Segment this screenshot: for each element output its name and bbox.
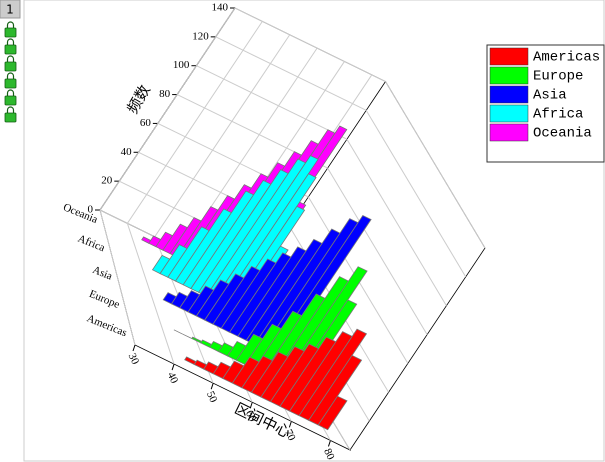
grid-line bbox=[346, 138, 447, 306]
x-tick bbox=[171, 363, 175, 371]
x-tick bbox=[288, 421, 292, 428]
x-tick-label: 80 bbox=[321, 447, 337, 462]
legend-swatch bbox=[489, 66, 529, 85]
y-tick-label: 20 bbox=[101, 175, 113, 187]
grid-line bbox=[385, 81, 486, 249]
legend-label: Africa bbox=[533, 107, 583, 123]
grid-line bbox=[126, 223, 175, 365]
toolbar: 1 bbox=[0, 0, 21, 123]
legend-label: Oceania bbox=[533, 126, 592, 142]
bar bbox=[317, 395, 348, 431]
grid-line bbox=[126, 21, 263, 224]
y-tick-label: 40 bbox=[121, 146, 133, 158]
legend-label: Asia bbox=[533, 88, 567, 104]
grid-line bbox=[99, 7, 236, 211]
grid-line bbox=[196, 65, 348, 140]
legend-swatch bbox=[489, 85, 529, 104]
x-tick-label: 70 bbox=[282, 428, 298, 443]
legend-swatch bbox=[489, 104, 529, 123]
grid-line bbox=[99, 209, 136, 346]
legend-swatch bbox=[489, 123, 529, 142]
bar bbox=[298, 328, 368, 421]
x-tick-label: 60 bbox=[243, 409, 259, 424]
lock-icon[interactable] bbox=[4, 61, 17, 72]
y-tick-label: 140 bbox=[212, 2, 229, 14]
lock-icon[interactable] bbox=[4, 44, 17, 55]
grid-line bbox=[327, 167, 428, 335]
layer-label: 1 bbox=[6, 3, 14, 17]
y-tick-label: 60 bbox=[140, 117, 152, 129]
grid-line bbox=[365, 110, 467, 278]
layer-box[interactable] bbox=[0, 0, 21, 19]
y-tick-label: 0 bbox=[88, 204, 94, 216]
x-tick bbox=[210, 383, 214, 390]
x-tick-label: 40 bbox=[165, 370, 181, 385]
lock-icon[interactable] bbox=[4, 78, 17, 89]
grid-line bbox=[234, 7, 386, 82]
x-tick bbox=[327, 440, 331, 447]
legend: Americas Europe Asia Africa Oceania bbox=[486, 44, 605, 163]
bars bbox=[141, 125, 372, 431]
grid-line bbox=[215, 36, 367, 111]
x-tick bbox=[249, 402, 253, 409]
lock-icon[interactable] bbox=[4, 112, 17, 123]
bar bbox=[308, 354, 363, 426]
lock-icon[interactable] bbox=[4, 27, 17, 38]
x-tick bbox=[132, 344, 136, 352]
y-tick-label: 120 bbox=[192, 30, 209, 42]
legend-label: Europe bbox=[533, 69, 583, 85]
y-tick-label: 80 bbox=[159, 88, 171, 100]
legend-swatch bbox=[489, 47, 529, 66]
x-tick-label: 50 bbox=[204, 389, 220, 404]
grid-line bbox=[154, 34, 291, 238]
legend-label: Americas bbox=[533, 50, 600, 66]
x-tick-label: 30 bbox=[126, 351, 142, 366]
lock-icon[interactable] bbox=[4, 95, 17, 106]
y-tick-label: 100 bbox=[173, 59, 190, 71]
